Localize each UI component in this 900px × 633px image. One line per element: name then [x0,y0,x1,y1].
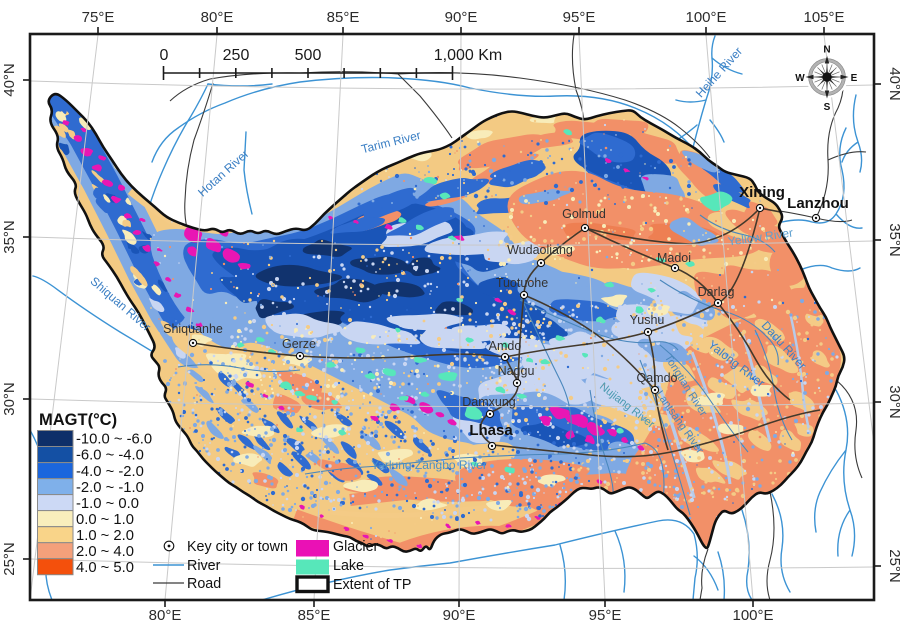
svg-text:1,000 Km: 1,000 Km [434,47,502,64]
svg-text:Darlag: Darlag [698,285,735,299]
svg-text:Madoi: Madoi [657,251,691,265]
svg-text:90°E: 90°E [445,9,478,26]
svg-text:S: S [824,102,831,113]
svg-text:Yarlung Zangbo River: Yarlung Zangbo River [371,458,487,472]
svg-text:Shiquanhe: Shiquanhe [163,322,223,336]
svg-text:85°E: 85°E [327,9,360,26]
svg-text:Damxung: Damxung [462,395,516,409]
svg-text:80°E: 80°E [149,607,182,624]
svg-text:Road: Road [187,576,221,592]
svg-text:0: 0 [160,47,169,64]
svg-text:0.0 ~ 1.0: 0.0 ~ 1.0 [76,512,134,528]
svg-text:River: River [187,558,221,574]
svg-text:Qamdo: Qamdo [637,371,678,385]
svg-text:Naggu: Naggu [498,364,535,378]
svg-text:500: 500 [295,47,322,64]
svg-text:-10.0 ~ -6.0: -10.0 ~ -6.0 [76,432,152,448]
svg-text:-6.0 ~ -4.0: -6.0 ~ -4.0 [76,448,144,464]
svg-text:-1.0 ~ 0.0: -1.0 ~ 0.0 [76,496,139,512]
svg-text:N: N [823,45,830,56]
svg-text:Glacier: Glacier [333,539,379,555]
svg-text:100°E: 100°E [732,607,773,624]
svg-text:35°N: 35°N [886,223,900,257]
svg-text:Lhasa: Lhasa [469,422,513,439]
svg-text:1.0 ~ 2.0: 1.0 ~ 2.0 [76,528,134,544]
svg-text:Lanzhou: Lanzhou [787,195,849,212]
svg-text:250: 250 [223,47,250,64]
svg-text:-4.0 ~ -2.0: -4.0 ~ -2.0 [76,464,144,480]
svg-text:Key city or town: Key city or town [187,539,288,555]
svg-text:35°N: 35°N [1,220,18,254]
svg-text:2.0 ~ 4.0: 2.0 ~ 4.0 [76,544,134,560]
svg-text:95°E: 95°E [563,9,596,26]
svg-text:Tuotuohe: Tuotuohe [496,276,548,290]
svg-text:40°N: 40°N [886,67,900,101]
svg-text:Gerze: Gerze [282,337,316,351]
svg-text:100°E: 100°E [685,9,726,26]
svg-text:W: W [795,73,805,84]
svg-text:30°N: 30°N [1,382,18,416]
svg-text:30°N: 30°N [886,385,900,419]
svg-text:4.0 ~ 5.0: 4.0 ~ 5.0 [76,560,134,576]
svg-text:Xining: Xining [739,184,785,201]
svg-text:75°E: 75°E [82,9,115,26]
svg-text:25°N: 25°N [1,542,18,576]
svg-text:Amdo: Amdo [489,339,522,353]
svg-text:Extent of TP: Extent of TP [333,577,411,593]
svg-text:Yushu: Yushu [630,313,665,327]
svg-text:40°N: 40°N [1,63,18,97]
svg-text:105°E: 105°E [803,9,844,26]
svg-text:80°E: 80°E [201,9,234,26]
svg-text:-2.0 ~ -1.0: -2.0 ~ -1.0 [76,480,144,496]
svg-text:MAGT(°C): MAGT(°C) [39,411,117,429]
svg-text:E: E [851,73,858,84]
svg-text:Golmud: Golmud [562,207,606,221]
svg-text:85°E: 85°E [298,607,331,624]
svg-text:25°N: 25°N [886,549,900,583]
svg-text:Wudaoliang: Wudaoliang [507,243,573,257]
svg-text:90°E: 90°E [443,607,476,624]
svg-text:Lake: Lake [333,558,364,574]
svg-text:95°E: 95°E [589,607,622,624]
